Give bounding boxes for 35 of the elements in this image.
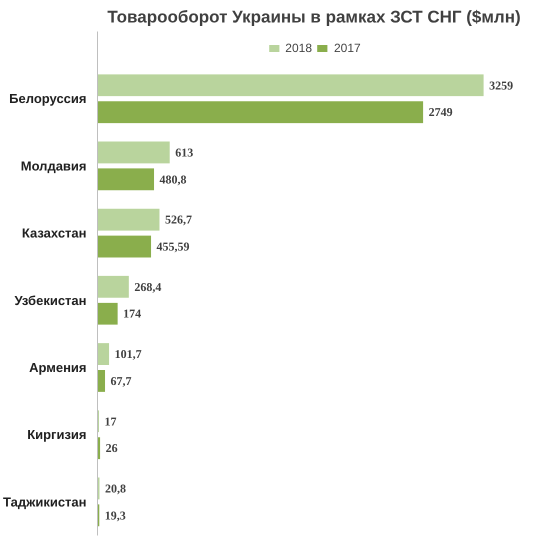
y-tick-label: Казахстан: [22, 226, 87, 241]
data-label: 455,59: [156, 240, 190, 254]
data-label: 268,4: [134, 280, 162, 294]
y-tick-label: Молдавия: [20, 158, 87, 174]
bar: [98, 73, 485, 98]
chart-title: Товарооборот Украины в рамках ЗСТ СНГ ($млн): [107, 8, 521, 26]
data-label: 17: [104, 414, 117, 428]
data-label: 26: [106, 441, 118, 456]
bar: [98, 208, 160, 232]
y-tick-label: Армения: [29, 360, 87, 375]
data-label: 101,7: [114, 347, 142, 362]
bar: [98, 274, 130, 299]
y-tick-label: Киргизия: [27, 427, 86, 442]
bar: [98, 140, 171, 164]
data-label: 20,8: [104, 481, 126, 496]
bar: [98, 234, 152, 258]
data-label: 3259: [489, 78, 514, 92]
data-label: 19,3: [104, 508, 126, 522]
y-tick-label: Узбекистан: [14, 292, 86, 308]
bar: [98, 342, 110, 366]
bar: [98, 167, 156, 192]
bar: [98, 100, 424, 124]
legend-label: 2017: [334, 41, 361, 55]
data-label: 526,7: [164, 212, 192, 227]
bar: [98, 503, 100, 528]
bar: [98, 302, 119, 326]
data-label: 480,8: [160, 172, 187, 186]
legend-label: 2018: [285, 41, 312, 55]
y-tick-label: Таджикистан: [3, 494, 86, 510]
data-label: 613: [175, 145, 194, 160]
bar: [98, 369, 106, 393]
data-label: 2749: [428, 105, 453, 120]
data-label: 67,7: [110, 374, 132, 388]
data-label: 174: [123, 306, 142, 321]
y-tick-label: Белоруссия: [9, 91, 87, 106]
